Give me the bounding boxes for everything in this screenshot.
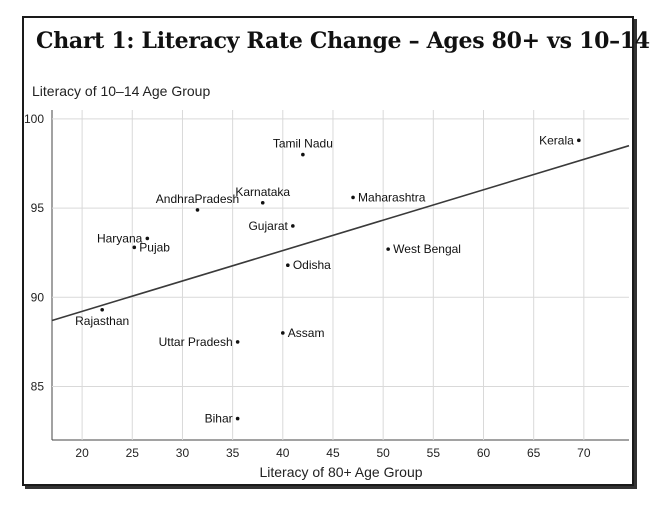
data-point-andhrapradesh [195, 208, 200, 212]
y-tick-label: 90 [31, 290, 45, 304]
data-point-odisha [286, 263, 290, 267]
point-label-pujab: Pujab [139, 240, 170, 254]
data-point-kerala [577, 138, 581, 143]
x-tick-label: 20 [75, 446, 89, 460]
x-tick-label: 35 [226, 446, 240, 460]
y-tick-label: 95 [31, 201, 45, 215]
point-label-maharashtra: Maharashtra [358, 190, 426, 204]
data-point-gujarat [291, 224, 295, 228]
grid [51, 110, 629, 441]
data-point-karnataka [260, 200, 265, 205]
y-tick-label: 100 [24, 112, 44, 126]
chart-frame: Chart 1: Literacy Rate Change – Ages 80+… [22, 16, 650, 486]
y-tick-label: 85 [31, 379, 45, 393]
trendline-group [51, 144, 630, 322]
data-point-west-bengal [386, 247, 390, 251]
data-point-bihar [235, 416, 240, 421]
tick-labels: 20 25 30 35 40 45 50 55 60 65 70 85 90 95 100 [24, 112, 591, 460]
trendline [51, 144, 630, 322]
x-axis-label: Literacy of 80+ Age Group [259, 464, 422, 480]
x-tick-label: 30 [176, 446, 190, 460]
x-tick-label: 40 [276, 446, 290, 460]
point-label-andhrapradesh: AndhraPradesh [156, 192, 239, 206]
data-point-maharashtra [351, 195, 355, 200]
data-point-tamil-nadu [301, 152, 305, 157]
data-points: Kerala Tamil Nadu Maharashtra KarnatakaAndh… [75, 133, 581, 426]
data-point-uttar-pradesh [235, 340, 240, 344]
x-tick-label: 65 [527, 446, 541, 460]
point-label-gujarat: Gujarat [248, 219, 288, 233]
data-point-pujab [132, 245, 137, 250]
point-label-tamil-nadu: Tamil Nadu [273, 137, 333, 151]
point-label-kerala: Kerala [539, 133, 574, 147]
data-point-rajasthan [100, 307, 104, 312]
point-label-assam: Assam [288, 326, 325, 340]
point-label-rajasthan: Rajasthan [75, 314, 129, 328]
data-point-assam [281, 331, 285, 335]
x-tick-label: 50 [376, 446, 390, 460]
point-label-west-bengal: West Bengal [393, 242, 461, 256]
point-label-karnataka: Karnataka [235, 185, 290, 199]
x-tick-label: 70 [577, 446, 591, 460]
point-label-haryana: Haryana [97, 231, 143, 245]
point-label-bihar: Bihar [205, 412, 233, 426]
y-axis-label: Literacy of 10–14 Age Group [32, 83, 210, 99]
chart-title: Chart 1: Literacy Rate Change – Ages 80+… [36, 28, 650, 54]
x-tick-label: 25 [126, 446, 140, 460]
data-point-haryana [145, 236, 150, 241]
point-label-odisha: Odisha [293, 258, 331, 272]
x-tick-label: 55 [427, 446, 441, 460]
x-tick-label: 45 [326, 446, 340, 460]
x-tick-label: 60 [477, 446, 491, 460]
point-label-uttar-pradesh: Uttar Pradesh [159, 335, 233, 349]
